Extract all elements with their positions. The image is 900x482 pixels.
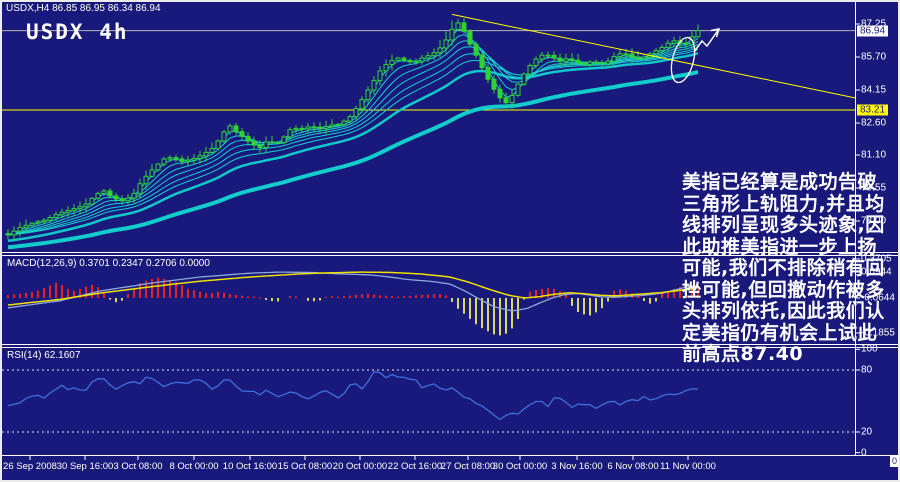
corner-zero-marker: 0 xyxy=(890,456,899,467)
time-axis-label: 20 Oct 00:00 xyxy=(332,461,388,472)
rsi-axis-label: 0 xyxy=(861,447,867,459)
price-axis-label: 85.70 xyxy=(861,51,887,63)
rsi-axis-label: 20 xyxy=(861,426,873,438)
macd-axis-label: 0.0944 xyxy=(861,266,892,278)
chart-symbol-label: USDX 4h xyxy=(26,20,129,44)
symbol-ohlc-readout: USDX,H4 86.85 86.95 86.34 86.94 xyxy=(6,3,161,14)
time-axis-label: 30 Sep 16:00 xyxy=(56,461,114,472)
time-axis-label: 27 Oct 08:00 xyxy=(440,461,496,472)
price-axis-label: 87.25 xyxy=(861,18,887,30)
time-axis-label: 15 Oct 08:00 xyxy=(277,461,333,472)
annotation-line: 美指已经算是成功告破 xyxy=(682,171,878,193)
rsi-axis-label: 80 xyxy=(861,364,873,376)
annotation-line: 头排列依托,因此我们认 xyxy=(682,300,885,322)
price-axis-label: 81.10 xyxy=(861,149,887,161)
time-axis-label: 26 Sep 2008 xyxy=(3,461,57,472)
rsi-axis-label: 100 xyxy=(861,343,878,355)
price-axis-label: 84.15 xyxy=(861,84,887,96)
price-axis-label: 82.60 xyxy=(861,117,887,129)
price-axis-label: 78.00 xyxy=(861,215,887,227)
time-axis-label: 8 Oct 00:00 xyxy=(169,461,219,472)
annotation-line: 三角形上轨阻力,并且均 xyxy=(682,192,885,215)
time-axis-label: 3 Nov 16:00 xyxy=(551,461,603,472)
current-price-tag: 86.94 xyxy=(857,25,889,37)
macd-axis-label: 0.3705 xyxy=(861,253,892,265)
annotation-line: 线排列呈现多头迹象,因 xyxy=(682,214,885,236)
time-axis-label: 22 Oct 16:00 xyxy=(387,461,443,472)
time-axis-label: 11 Nov 00:00 xyxy=(660,461,716,472)
time-axis-label: 3 Oct 08:00 xyxy=(113,461,163,472)
price-axis-label: 79.55 xyxy=(861,182,887,194)
annotation-line: 定美指仍有机会上试此 xyxy=(682,321,878,344)
annotation-line: 可能,我们不排除稍有回 xyxy=(682,257,885,279)
macd-axis-label: -0.0644 xyxy=(861,292,895,304)
rsi-indicator-label: RSI(14) 62.1607 xyxy=(7,350,81,361)
macd-axis-label: -0.1855 xyxy=(861,327,895,339)
annotation-line: 此助推美指进一步上扬 xyxy=(682,235,878,258)
time-axis-label: 10 Oct 16:00 xyxy=(222,461,278,472)
time-axis-label: 30 Oct 00:00 xyxy=(492,461,548,472)
time-axis-label: 6 Nov 08:00 xyxy=(607,461,659,472)
macd-indicator-label: MACD(12,26,9) 0.3701 0.2347 0.2706 0.000… xyxy=(7,258,210,269)
annotation-line: 挫可能,但回撤动作被多 xyxy=(682,278,885,301)
support-price-tag: 83.21 xyxy=(857,104,889,116)
annotation-line: 前高点87.40 xyxy=(682,343,804,365)
analysis-annotation: 美指已经算是成功告破 三角形上轨阻力,并且均 线排列呈现多头迹象,因 此助推美指进一步… xyxy=(682,171,900,366)
